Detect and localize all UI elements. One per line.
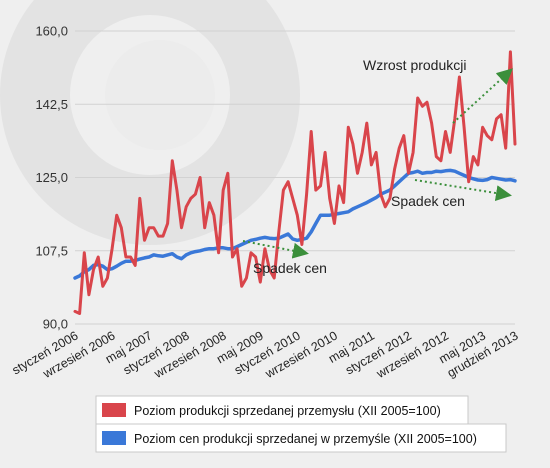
y-tick-label: 90,0 — [43, 317, 68, 332]
y-tick-label: 107,5 — [35, 243, 68, 258]
series-lines — [73, 50, 517, 315]
legend-label: Poziom cen produkcji sprzedanej w przemy… — [134, 432, 477, 446]
annotation-label: Spadek cen — [391, 193, 465, 209]
y-tick-label: 125,0 — [35, 170, 68, 185]
annotation-label: Spadek cen — [253, 260, 327, 276]
annotations: Wzrost produkcji Spadek cen Spadek cen — [242, 57, 513, 276]
legend: Poziom produkcji sprzedanej przemysłu (X… — [95, 395, 507, 453]
y-tick-label: 142,5 — [35, 97, 68, 112]
series-line-2 — [73, 168, 517, 280]
watermark-core — [105, 40, 215, 150]
annotation-arrow — [242, 240, 309, 259]
legend-label: Poziom produkcji sprzedanej przemysłu (X… — [134, 404, 441, 418]
watermark-logo — [0, 0, 300, 245]
y-axis-ticks: 90,0 107,5 125,0 142,5 160,0 — [35, 24, 68, 332]
annotation-label: Wzrost produkcji — [363, 57, 466, 73]
annotation-arrow — [414, 179, 512, 201]
watermark-ring — [0, 0, 300, 245]
y-tick-label: 160,0 — [35, 24, 68, 39]
legend-item — [95, 423, 507, 453]
series-line-1 — [73, 50, 517, 315]
legend-item — [95, 395, 469, 425]
legend-swatch — [102, 403, 126, 417]
legend-swatch — [102, 431, 126, 445]
